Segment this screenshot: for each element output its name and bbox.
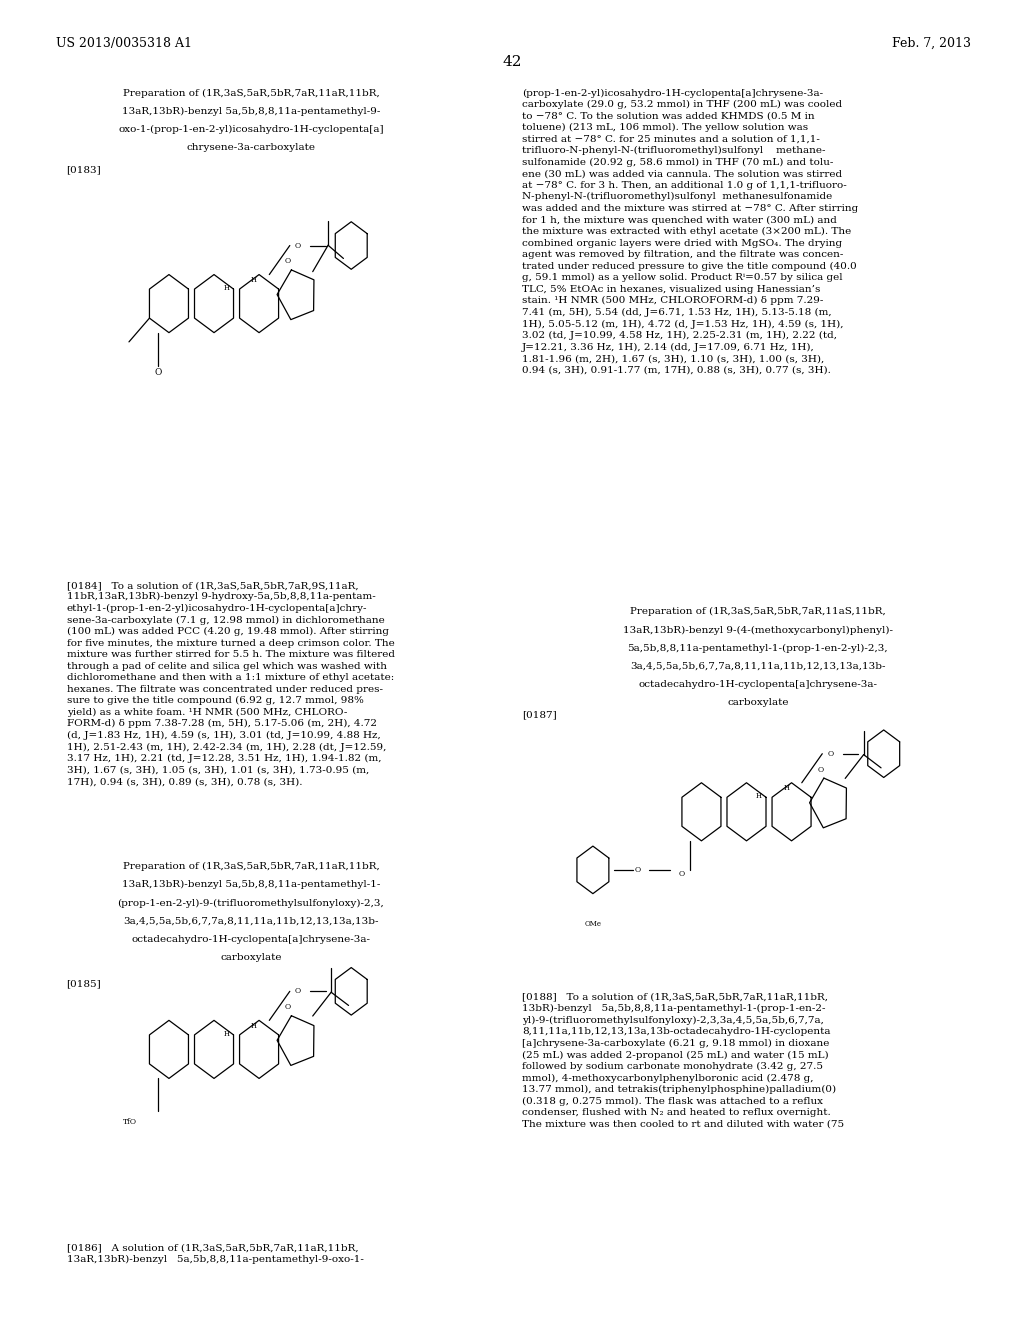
Text: Feb. 7, 2013: Feb. 7, 2013	[892, 37, 971, 50]
Text: TfO: TfO	[123, 1118, 137, 1126]
Text: [0184]   To a solution of (1R,3aS,5aR,5bR,7aR,9S,11aR,
11bR,13aR,13bR)-benzyl 9-: [0184] To a solution of (1R,3aS,5aR,5bR,…	[67, 581, 394, 787]
Text: O: O	[285, 1003, 291, 1011]
Text: O: O	[295, 242, 301, 249]
Text: 13aR,13bR)-benzyl 5a,5b,8,8,11a-pentamethyl-9-: 13aR,13bR)-benzyl 5a,5b,8,8,11a-pentamet…	[122, 107, 380, 116]
Text: carboxylate: carboxylate	[727, 698, 788, 708]
Text: US 2013/0035318 A1: US 2013/0035318 A1	[56, 37, 193, 50]
Text: octadecahydro-1H-cyclopenta[a]chrysene-3a-: octadecahydro-1H-cyclopenta[a]chrysene-3…	[638, 680, 878, 689]
Text: H: H	[251, 1022, 257, 1030]
Text: O: O	[154, 368, 162, 376]
Text: octadecahydro-1H-cyclopenta[a]chrysene-3a-: octadecahydro-1H-cyclopenta[a]chrysene-3…	[131, 935, 371, 944]
Text: H: H	[756, 792, 762, 800]
Text: chrysene-3a-carboxylate: chrysene-3a-carboxylate	[186, 143, 315, 152]
Text: H: H	[251, 276, 257, 284]
Text: H: H	[223, 1030, 229, 1038]
Text: 3a,4,5,5a,5b,6,7,7a,8,11,11a,11b,12,13,13a,13b-: 3a,4,5,5a,5b,6,7,7a,8,11,11a,11b,12,13,1…	[123, 916, 379, 925]
Text: H: H	[223, 284, 229, 292]
Text: [0183]: [0183]	[67, 165, 101, 174]
Text: carboxylate: carboxylate	[220, 953, 282, 962]
Text: Preparation of (1R,3aS,5aR,5bR,7aR,11aR,11bR,: Preparation of (1R,3aS,5aR,5bR,7aR,11aR,…	[123, 88, 379, 98]
Text: 5a,5b,8,8,11a-pentamethyl-1-(prop-1-en-2-yl)-2,3,: 5a,5b,8,8,11a-pentamethyl-1-(prop-1-en-2…	[628, 644, 888, 653]
Text: O: O	[285, 257, 291, 265]
Text: O: O	[635, 866, 641, 874]
Text: [0187]: [0187]	[522, 710, 557, 719]
Text: [0186]   A solution of (1R,3aS,5aR,5bR,7aR,11aR,11bR,
13aR,13bR)-benzyl   5a,5b,: [0186] A solution of (1R,3aS,5aR,5bR,7aR…	[67, 1243, 364, 1265]
Text: OMe: OMe	[585, 920, 601, 928]
Text: O: O	[827, 750, 834, 758]
Text: Preparation of (1R,3aS,5aR,5bR,7aR,11aS,11bR,: Preparation of (1R,3aS,5aR,5bR,7aR,11aS,…	[630, 607, 886, 616]
Text: [0188]   To a solution of (1R,3aS,5aR,5bR,7aR,11aR,11bR,
13bR)-benzyl   5a,5b,8,: [0188] To a solution of (1R,3aS,5aR,5bR,…	[522, 993, 845, 1129]
Text: Preparation of (1R,3aS,5aR,5bR,7aR,11aR,11bR,: Preparation of (1R,3aS,5aR,5bR,7aR,11aR,…	[123, 862, 379, 871]
Text: oxo-1-(prop-1-en-2-yl)icosahydro-1H-cyclopenta[a]: oxo-1-(prop-1-en-2-yl)icosahydro-1H-cycl…	[118, 125, 384, 135]
Text: H: H	[783, 784, 790, 792]
Text: O: O	[817, 766, 823, 774]
Text: O: O	[679, 870, 685, 878]
Text: O: O	[295, 987, 301, 995]
Text: (prop-1-en-2-yl)icosahydro-1H-cyclopenta[a]chrysene-3a-
carboxylate (29.0 g, 53.: (prop-1-en-2-yl)icosahydro-1H-cyclopenta…	[522, 88, 858, 375]
Text: 13aR,13bR)-benzyl 5a,5b,8,8,11a-pentamethyl-1-: 13aR,13bR)-benzyl 5a,5b,8,8,11a-pentamet…	[122, 880, 380, 890]
Text: 42: 42	[502, 55, 522, 70]
Text: 3a,4,5,5a,5b,6,7,7a,8,11,11a,11b,12,13,13a,13b-: 3a,4,5,5a,5b,6,7,7a,8,11,11a,11b,12,13,1…	[630, 661, 886, 671]
Text: [0185]: [0185]	[67, 979, 101, 989]
Text: (prop-1-en-2-yl)-9-(trifluoromethylsulfonyloxy)-2,3,: (prop-1-en-2-yl)-9-(trifluoromethylsulfo…	[118, 899, 384, 908]
Text: 13aR,13bR)-benzyl 9-(4-(methoxycarbonyl)phenyl)-: 13aR,13bR)-benzyl 9-(4-(methoxycarbonyl)…	[623, 626, 893, 635]
